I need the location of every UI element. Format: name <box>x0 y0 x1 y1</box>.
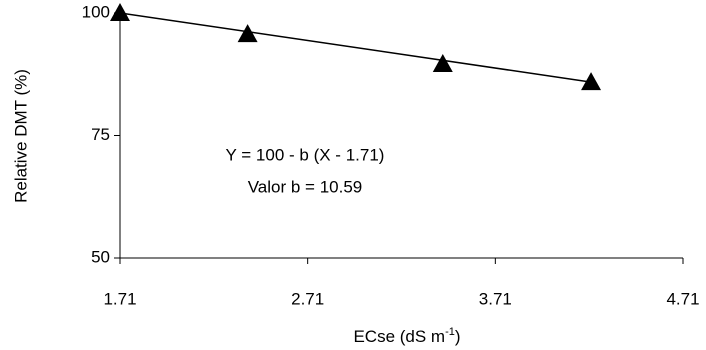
x-axis-label: ECse (dS m-1) <box>353 326 460 347</box>
x-tick-label: 4.71 <box>666 289 699 308</box>
annotation: Y = 100 - b (X - 1.71) <box>226 145 385 164</box>
x-label-sup: -1 <box>445 326 455 338</box>
data-point <box>432 53 453 72</box>
y-tick-label: 75 <box>91 125 110 144</box>
y-tick-label: 50 <box>91 247 110 266</box>
fit-line <box>119 12 592 83</box>
data-point <box>581 72 602 91</box>
x-tick-label: 1.71 <box>103 289 136 308</box>
data-point <box>110 3 130 21</box>
data-point <box>237 24 258 43</box>
y-tick-label: 100 <box>82 2 110 21</box>
x-label-text: ECse (dS m <box>353 327 445 346</box>
annotation: Valor b = 10.59 <box>248 177 363 196</box>
x-tick-label: 3.71 <box>479 289 512 308</box>
x-label-end: ) <box>455 327 461 346</box>
x-tick-label: 2.71 <box>291 289 324 308</box>
y-axis-label: Relative DMT (%) <box>11 69 30 203</box>
